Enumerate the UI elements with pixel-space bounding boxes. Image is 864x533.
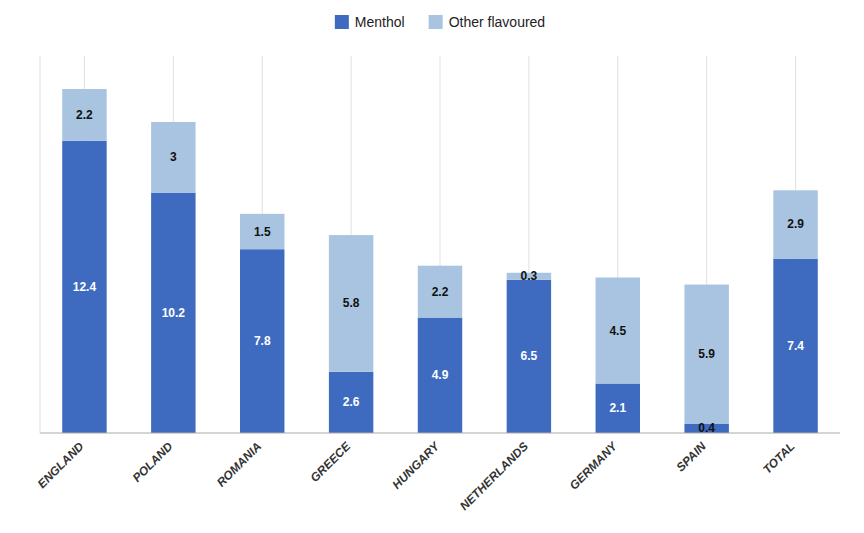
bar-segment xyxy=(240,249,284,433)
data-label: 2.9 xyxy=(787,217,804,231)
x-axis-line xyxy=(40,433,840,434)
x-tick-label: ROMANIA xyxy=(214,439,264,489)
x-tick-label: POLAND xyxy=(130,439,176,485)
data-labels: 12.410.27.82.64.96.52.10.47.42.231.55.82… xyxy=(73,108,804,435)
x-tick-label: GREECE xyxy=(307,439,353,485)
data-label: 2.6 xyxy=(343,395,360,409)
data-label: 2.2 xyxy=(76,108,93,122)
y-axis-line xyxy=(40,56,41,433)
bar-segment xyxy=(329,372,373,433)
legend-swatch xyxy=(429,15,443,29)
x-tick-label: TOTAL xyxy=(760,439,797,476)
data-label: 4.9 xyxy=(432,368,449,382)
bar-segment xyxy=(151,122,195,193)
legend: Menthol Other flavoured xyxy=(335,14,545,30)
bar-segment xyxy=(596,384,640,433)
x-ticks: ENGLAND POLAND ROMANIA GREECE HUNGARY NETHERL… xyxy=(35,439,798,514)
legend-label: Menthol xyxy=(355,14,405,30)
bar-segment xyxy=(62,141,106,433)
legend-item: Menthol xyxy=(335,14,405,30)
data-label: 12.4 xyxy=(73,280,97,294)
bar-segment xyxy=(684,285,728,424)
x-tick-label: SPAIN xyxy=(674,439,709,474)
bar-segment xyxy=(418,266,462,318)
data-label: 10.2 xyxy=(162,306,186,320)
data-label: 2.1 xyxy=(609,401,626,415)
bar-segment xyxy=(507,280,551,433)
legend-swatch xyxy=(335,15,349,29)
bar-segment xyxy=(151,193,195,433)
bars xyxy=(62,89,818,433)
bar-segment xyxy=(418,318,462,433)
x-tick-label: ENGLAND xyxy=(35,439,87,491)
data-label: 6.5 xyxy=(521,349,538,363)
data-label: 3 xyxy=(170,150,177,164)
x-tick-label: GERMANY xyxy=(567,439,621,493)
data-label: 1.5 xyxy=(254,225,271,239)
grid xyxy=(84,56,795,433)
legend-item: Other flavoured xyxy=(429,14,546,30)
x-tick-label: NETHERLANDS xyxy=(457,439,531,513)
legend-label: Other flavoured xyxy=(449,14,546,30)
bar-segment xyxy=(773,259,817,433)
data-label: 7.4 xyxy=(787,339,804,353)
data-label: 0.3 xyxy=(521,269,538,283)
x-tick-label: HUNGARY xyxy=(389,439,442,492)
bar-segment xyxy=(62,89,106,141)
data-label: 2.2 xyxy=(432,285,449,299)
bar-segment xyxy=(596,277,640,383)
data-label: 5.9 xyxy=(698,347,715,361)
data-label: 7.8 xyxy=(254,334,271,348)
chart-container: 12.410.27.82.64.96.52.10.47.42.231.55.82… xyxy=(0,0,864,533)
data-label: 5.8 xyxy=(343,296,360,310)
bar-segment xyxy=(329,235,373,372)
bar-segment xyxy=(240,214,284,249)
data-label: 4.5 xyxy=(609,324,626,338)
chart: 12.410.27.82.64.96.52.10.47.42.231.55.82… xyxy=(0,0,864,533)
bar-segment xyxy=(773,190,817,258)
